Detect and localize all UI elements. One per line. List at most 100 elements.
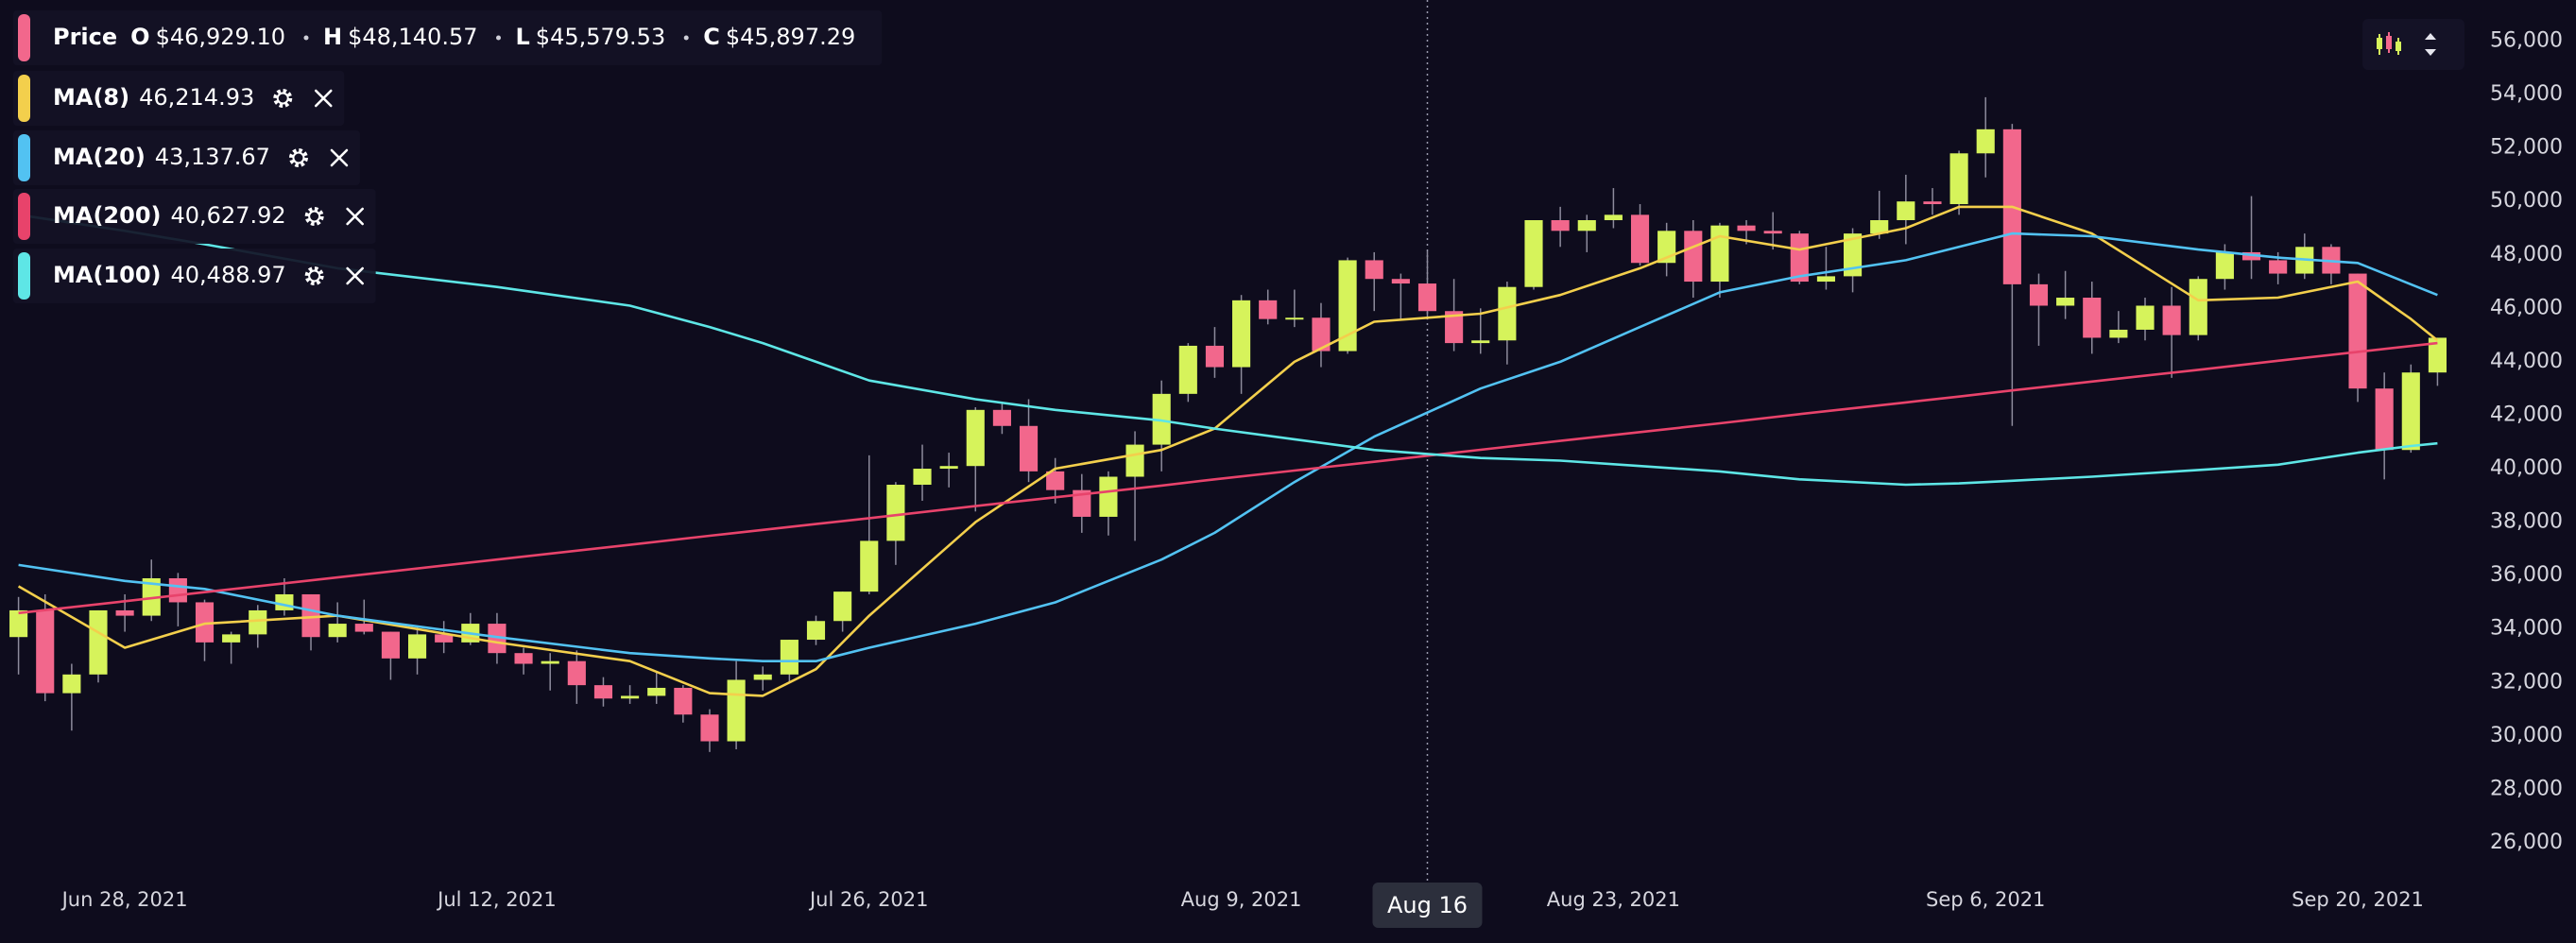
x-tick-label: Jun 28, 2021 <box>60 888 188 911</box>
candle-body <box>1870 219 1889 234</box>
candle-body <box>1923 201 1942 205</box>
legend-value: $46,929.10 <box>156 24 285 50</box>
y-tick-label: 28,000 <box>2490 777 2563 800</box>
candle-body <box>1577 219 1596 231</box>
gear-icon <box>292 151 305 164</box>
remove-button[interactable] <box>330 148 349 167</box>
gear-icon <box>308 269 321 283</box>
candle-body <box>966 409 985 467</box>
candle-body <box>2375 388 2394 451</box>
candle-body <box>833 592 852 622</box>
candle-body <box>2136 305 2155 330</box>
candle-body <box>1338 260 1357 351</box>
y-tick-label: 26,000 <box>2490 831 2563 854</box>
candle-body <box>2348 273 2367 389</box>
y-tick-label: 54,000 <box>2490 82 2563 106</box>
legend-row-background <box>13 189 376 244</box>
candle-body <box>647 687 666 696</box>
remove-button[interactable] <box>314 89 333 108</box>
candle-body <box>36 609 55 694</box>
candle-body <box>222 634 241 643</box>
y-tick-label: 48,000 <box>2490 243 2563 266</box>
candle-body <box>860 540 879 592</box>
icon <box>2396 42 2401 51</box>
candle-body <box>1976 129 1995 154</box>
candle-body <box>249 609 267 635</box>
legend-swatch <box>18 134 30 181</box>
candle-body <box>301 593 320 638</box>
legend-value: $45,897.29 <box>726 24 855 50</box>
legend-swatch <box>18 14 30 61</box>
candle-body <box>1763 231 1782 234</box>
candle-body <box>1099 476 1118 517</box>
gear-icon <box>304 266 324 285</box>
candle-body <box>1445 311 1464 344</box>
gear-icon <box>304 207 324 226</box>
y-tick-label: 52,000 <box>2490 136 2563 160</box>
gear-icon <box>288 148 308 167</box>
candle-body <box>1630 214 1650 264</box>
chart-type-button[interactable] <box>2362 19 2464 70</box>
x-tick-label: Aug 9, 2021 <box>1181 888 1302 911</box>
legend-value: 40,627.92 <box>171 202 286 229</box>
remove-button[interactable] <box>346 207 364 226</box>
candle-body <box>1498 286 1517 341</box>
x-tick-label: Aug 23, 2021 <box>1547 888 1680 911</box>
separator <box>496 35 501 41</box>
legend-swatch <box>18 252 30 300</box>
candle-body <box>1125 444 1144 477</box>
legend-row-background <box>13 71 345 126</box>
candle-body <box>992 409 1011 426</box>
legend-key: H <box>323 24 342 50</box>
settings-button[interactable] <box>288 148 308 167</box>
candle-body <box>2083 298 2102 338</box>
candle-body <box>1232 300 1251 368</box>
candle-body <box>195 602 215 643</box>
y-tick-label: 40,000 <box>2490 456 2563 480</box>
y-tick-label: 46,000 <box>2490 296 2563 319</box>
candle-body <box>727 679 746 742</box>
candle-body <box>1844 233 1863 277</box>
plot <box>9 96 2447 752</box>
candle-body <box>674 687 693 715</box>
candle-body <box>1684 231 1703 283</box>
legend-key: L <box>516 24 530 50</box>
candle-body <box>328 624 347 638</box>
candle-body <box>780 640 799 675</box>
candle-body <box>1816 276 1836 283</box>
legend-value: 46,214.93 <box>139 84 254 111</box>
candle-body <box>1205 345 1225 368</box>
settings-button[interactable] <box>273 89 293 108</box>
x-tick-label: Jul 26, 2021 <box>808 888 929 911</box>
close-icon <box>346 266 364 285</box>
candle-body <box>593 685 613 699</box>
candle-body <box>488 624 507 654</box>
candle-body <box>1471 340 1490 344</box>
legend-label: MA(8) <box>53 84 129 111</box>
x-tick-label: Jul 12, 2021 <box>436 888 557 911</box>
candle-body <box>435 634 454 643</box>
separator <box>683 35 689 41</box>
y-tick-label: 50,000 <box>2490 189 2563 213</box>
close-icon <box>330 148 349 167</box>
legend-row-background <box>13 130 360 185</box>
candle-body <box>1897 201 1915 220</box>
legend-key: O <box>130 24 149 50</box>
candle-body <box>806 621 826 641</box>
legend-row-background <box>13 249 376 303</box>
button-background <box>2362 19 2464 70</box>
legend-label: MA(200) <box>53 202 162 229</box>
settings-button[interactable] <box>304 266 324 285</box>
candle-body <box>2162 305 2181 335</box>
icon <box>2386 36 2392 49</box>
crosshair-label: Aug 16 <box>1387 892 1468 918</box>
candle-body <box>1152 393 1171 445</box>
candle-body <box>1604 214 1623 220</box>
candle-body <box>381 631 400 659</box>
y-tick-label: 32,000 <box>2490 670 2563 694</box>
legend-swatch <box>18 75 30 122</box>
legend-row-background <box>13 10 883 65</box>
remove-button[interactable] <box>346 266 364 285</box>
candle-body <box>700 714 719 742</box>
settings-button[interactable] <box>304 207 324 226</box>
